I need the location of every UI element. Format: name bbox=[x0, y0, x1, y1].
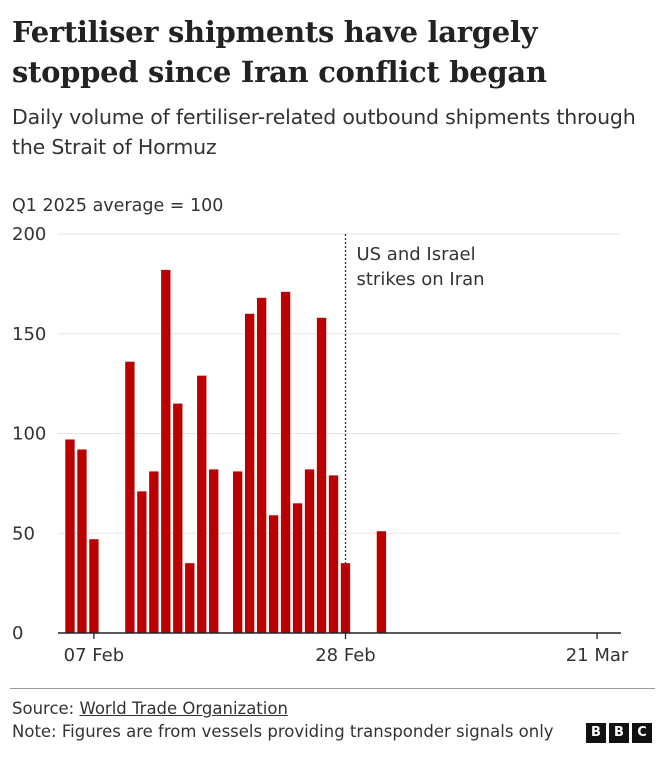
bar-day-7 bbox=[89, 539, 99, 633]
source-prefix: Source: bbox=[12, 699, 80, 718]
bbc-logo-block-2: B bbox=[609, 723, 629, 743]
bar-day-23 bbox=[280, 291, 291, 633]
source-line: Source: World Trade Organization bbox=[12, 698, 288, 720]
bar-day-17 bbox=[209, 469, 219, 633]
bar-day-11 bbox=[137, 491, 147, 633]
bbc-logo: B B C bbox=[586, 723, 652, 743]
bar-day-6 bbox=[77, 449, 87, 633]
bar-chart: 0 50 100 150 200 US and Israel strikes on Iran… bbox=[12, 224, 629, 666]
bar-day-22 bbox=[268, 515, 279, 633]
bar-day-15 bbox=[185, 563, 195, 633]
y-tick-label-150: 150 bbox=[12, 324, 46, 345]
bar-day-13 bbox=[161, 269, 171, 633]
bar-day-19 bbox=[233, 471, 243, 633]
y-tick-label-0: 0 bbox=[12, 623, 23, 644]
chart-title: Fertiliser shipments have largely stoppe… bbox=[12, 15, 547, 89]
bar-day-12 bbox=[149, 471, 159, 633]
bbc-logo-block-3: C bbox=[632, 723, 652, 743]
bar-day-14 bbox=[173, 403, 183, 633]
footer-divider bbox=[10, 688, 655, 689]
bar-day-31 bbox=[376, 531, 387, 633]
bar-day-20 bbox=[244, 313, 255, 633]
y-tick-label-100: 100 bbox=[12, 424, 46, 445]
bar-day-5 bbox=[65, 439, 75, 633]
bar-day-26 bbox=[316, 317, 327, 633]
annotation-label-line-2: strikes on Iran bbox=[356, 269, 484, 290]
source-link[interactable]: World Trade Organization bbox=[79, 699, 288, 718]
bar-day-10 bbox=[125, 361, 135, 633]
x-tick-label-28: 28 Feb bbox=[315, 645, 376, 666]
x-tick-label-7: 07 Feb bbox=[64, 645, 125, 666]
bar-day-21 bbox=[256, 297, 267, 633]
chart-subtitle: Daily volume of fertiliser-related outbo… bbox=[12, 105, 636, 159]
y-axis-unit-label: Q1 2025 average = 100 bbox=[12, 196, 224, 216]
bar-day-25 bbox=[304, 469, 315, 633]
chart-note: Note: Figures are from vessels providing… bbox=[12, 722, 554, 741]
annotation-label-line-1: US and Israel bbox=[356, 244, 475, 265]
bar-day-16 bbox=[197, 375, 207, 633]
bar-day-24 bbox=[292, 503, 303, 633]
x-tick-label-49: 21 Mar bbox=[566, 645, 629, 666]
bbc-logo-block-1: B bbox=[586, 723, 606, 743]
y-tick-label-50: 50 bbox=[12, 523, 35, 544]
bar-day-27 bbox=[328, 475, 339, 633]
y-tick-label-200: 200 bbox=[12, 224, 46, 245]
